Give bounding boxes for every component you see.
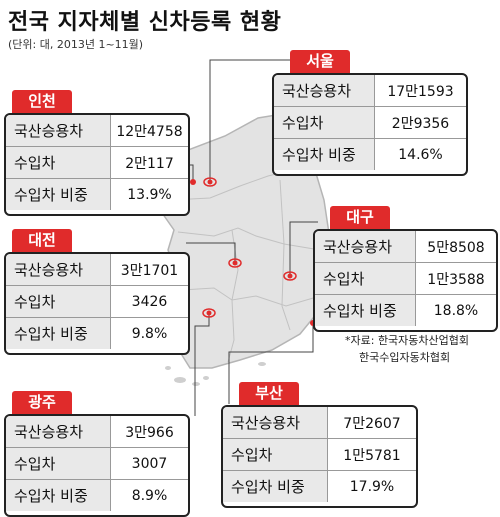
- daegu-marker-ring: [283, 271, 297, 281]
- unit-note: (단위: 대, 2013년 1~11월): [8, 38, 144, 51]
- incheon-tag: 인천: [12, 90, 72, 113]
- row-label: 수입차: [6, 147, 111, 178]
- daejeon-marker: [232, 260, 238, 266]
- row-value: 1만5781: [343, 447, 401, 464]
- row-label: 수입차 비중: [6, 318, 111, 349]
- incheon-row-domestic: 국산승용차 12만4758: [6, 115, 188, 146]
- gwangju-marker: [206, 310, 212, 316]
- row-value: 3007: [131, 455, 168, 472]
- row-label: 수입차 비중: [223, 471, 328, 502]
- row-value: 3만1701: [120, 262, 179, 279]
- row-label: 국산승용차: [6, 115, 111, 146]
- incheon-row-import: 수입차 2만117: [6, 146, 188, 178]
- daegu-tag: 대구: [330, 206, 390, 229]
- source-note: *자료: 한국자동차산업협회 한국수입자동차협회: [345, 332, 469, 366]
- source-line-2: 한국수입자동차협회: [359, 351, 451, 364]
- gwangju-tag: 광주: [12, 391, 72, 414]
- row-value: 2만9356: [391, 115, 450, 132]
- row-value: 12만4758: [116, 123, 183, 140]
- busan-stats-box: 국산승용차 7만2607 수입차 1만5781 수입차 비중 17.9%: [221, 405, 418, 508]
- row-value: 1만3588: [427, 271, 485, 288]
- busan-connector: [228, 323, 314, 404]
- connector-lines: [186, 59, 318, 416]
- busan-row-domestic: 국산승용차 7만2607: [223, 407, 416, 438]
- row-label: 수입차: [6, 286, 111, 317]
- daegu-stats-box: 국산승용차 5만8508 수입차 1만3588 수입차 비중 18.8%: [313, 229, 498, 332]
- infographic-title: 전국 지자체별 신차등록 현황: [8, 10, 282, 35]
- daejeon-row-share: 수입차 비중 9.8%: [6, 317, 188, 349]
- seoul-row-import: 수입차 2만9356: [274, 106, 466, 138]
- busan-tag: 부산: [239, 382, 299, 405]
- seoul-marker: [207, 179, 213, 185]
- seoul-stats-box: 국산승용차 17만1593 수입차 2만9356 수입차 비중 14.6%: [272, 73, 468, 176]
- row-value: 3426: [131, 293, 168, 310]
- seoul-tag: 서울: [290, 50, 350, 73]
- row-label: 수입차: [274, 107, 375, 138]
- daejeon-row-import: 수입차 3426: [6, 285, 188, 317]
- gwangju-row-domestic: 국산승용차 3만966: [6, 416, 188, 447]
- gwangju-marker-ring: [202, 308, 216, 318]
- row-label: 수입차 비중: [6, 480, 111, 511]
- row-label: 국산승용차: [223, 407, 328, 438]
- row-value: 17만1593: [387, 83, 454, 100]
- daejeon-stats-box: 국산승용차 3만1701 수입차 3426 수입차 비중 9.8%: [4, 252, 190, 355]
- row-label: 수입차: [315, 263, 416, 294]
- gwangju-row-import: 수입차 3007: [6, 447, 188, 479]
- seoul-row-domestic: 국산승용차 17만1593: [274, 75, 466, 106]
- incheon-row-share: 수입차 비중 13.9%: [6, 178, 188, 210]
- row-label: 수입차: [223, 439, 328, 470]
- daejeon-row-domestic: 국산승용차 3만1701: [6, 254, 188, 285]
- seoul-marker-ring: [203, 177, 217, 187]
- row-label: 국산승용차: [6, 254, 111, 285]
- daejeon-tag: 대전: [12, 229, 72, 252]
- daejeon-marker-ring: [228, 258, 242, 268]
- row-label: 국산승용차: [274, 75, 375, 106]
- daejeon-connector: [186, 242, 236, 263]
- row-value: 8.9%: [131, 487, 168, 504]
- row-value: 14.6%: [398, 146, 443, 163]
- row-label: 국산승용차: [315, 231, 416, 262]
- row-value: 17.9%: [349, 478, 395, 495]
- seoul-connector: [209, 59, 290, 182]
- source-line-1: *자료: 한국자동차산업협회: [345, 334, 470, 347]
- row-value: 7만2607: [343, 415, 401, 432]
- row-label: 수입차 비중: [274, 139, 375, 170]
- row-label: 수입차: [6, 448, 111, 479]
- row-value: 3만966: [125, 424, 174, 441]
- busan-row-import: 수입차 1만5781: [223, 438, 416, 470]
- row-label: 수입차 비중: [315, 295, 416, 326]
- daegu-row-domestic: 국산승용차 5만8508: [315, 231, 496, 262]
- daegu-row-share: 수입차 비중 18.8%: [315, 294, 496, 326]
- row-value: 9.8%: [131, 325, 168, 342]
- row-value: 18.8%: [433, 302, 479, 319]
- islands: [165, 362, 266, 386]
- gwangju-stats-box: 국산승용차 3만966 수입차 3007 수입차 비중 8.9%: [4, 414, 190, 517]
- row-value: 2만117: [125, 155, 174, 172]
- row-label: 수입차 비중: [6, 179, 111, 210]
- gwangju-connector: [194, 313, 210, 416]
- row-value: 13.9%: [127, 186, 172, 203]
- daegu-row-import: 수입차 1만3588: [315, 262, 496, 294]
- daegu-connector: [289, 221, 318, 276]
- incheon-stats-box: 국산승용차 12만4758 수입차 2만117 수입차 비중 13.9%: [4, 113, 190, 216]
- incheon-marker: [190, 179, 196, 185]
- row-value: 5만8508: [427, 239, 485, 256]
- seoul-row-share: 수입차 비중 14.6%: [274, 138, 466, 170]
- busan-row-share: 수입차 비중 17.9%: [223, 470, 416, 502]
- row-label: 국산승용차: [6, 416, 111, 447]
- daegu-marker: [287, 273, 293, 279]
- gwangju-row-share: 수입차 비중 8.9%: [6, 479, 188, 511]
